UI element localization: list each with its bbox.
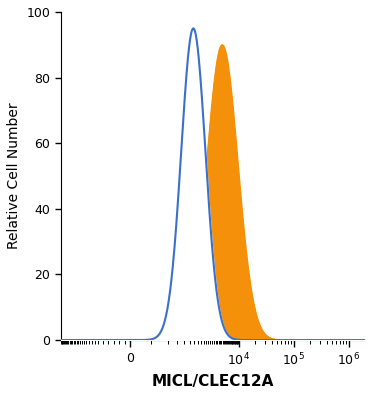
- Y-axis label: Relative Cell Number: Relative Cell Number: [7, 103, 21, 249]
- X-axis label: MICL/CLEC12A: MICL/CLEC12A: [152, 374, 274, 389]
